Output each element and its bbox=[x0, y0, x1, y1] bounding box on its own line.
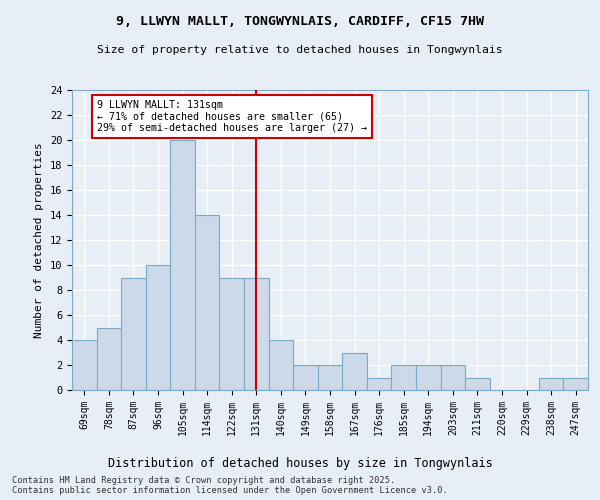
Bar bbox=[121, 278, 146, 390]
Bar bbox=[293, 365, 318, 390]
Bar bbox=[342, 352, 367, 390]
Bar bbox=[367, 378, 391, 390]
Bar bbox=[318, 365, 342, 390]
Bar bbox=[170, 140, 195, 390]
Bar bbox=[440, 365, 465, 390]
Bar bbox=[539, 378, 563, 390]
Bar bbox=[72, 340, 97, 390]
Text: Size of property relative to detached houses in Tongwynlais: Size of property relative to detached ho… bbox=[97, 45, 503, 55]
Bar bbox=[269, 340, 293, 390]
Bar bbox=[146, 265, 170, 390]
Bar bbox=[195, 215, 220, 390]
Bar bbox=[563, 378, 588, 390]
Text: 9 LLWYN MALLT: 131sqm
← 71% of detached houses are smaller (65)
29% of semi-deta: 9 LLWYN MALLT: 131sqm ← 71% of detached … bbox=[97, 100, 367, 133]
Text: Contains HM Land Registry data © Crown copyright and database right 2025.
Contai: Contains HM Land Registry data © Crown c… bbox=[12, 476, 448, 495]
Text: 9, LLWYN MALLT, TONGWYNLAIS, CARDIFF, CF15 7HW: 9, LLWYN MALLT, TONGWYNLAIS, CARDIFF, CF… bbox=[116, 15, 484, 28]
Bar bbox=[244, 278, 269, 390]
Bar bbox=[391, 365, 416, 390]
Bar bbox=[465, 378, 490, 390]
Y-axis label: Number of detached properties: Number of detached properties bbox=[34, 142, 44, 338]
Bar bbox=[416, 365, 440, 390]
Bar bbox=[97, 328, 121, 390]
Text: Distribution of detached houses by size in Tongwynlais: Distribution of detached houses by size … bbox=[107, 458, 493, 470]
Bar bbox=[220, 278, 244, 390]
